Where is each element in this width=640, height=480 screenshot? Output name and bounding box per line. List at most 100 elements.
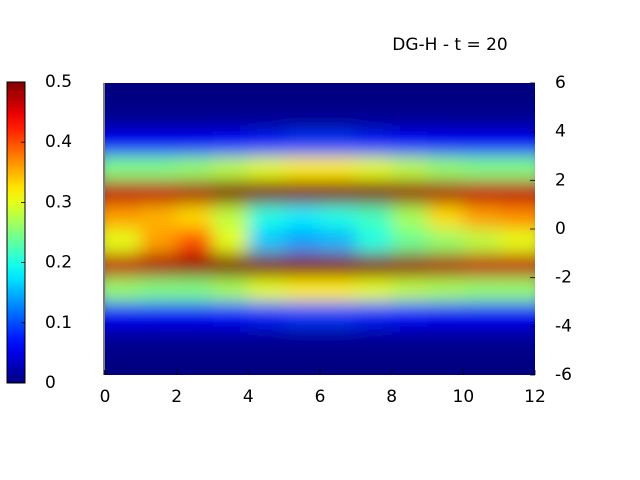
x-tick-label: 2 bbox=[171, 387, 182, 407]
heatmap-cell bbox=[105, 326, 142, 352]
heatmap-cell bbox=[355, 156, 393, 181]
heatmap-cell bbox=[176, 204, 213, 230]
heatmap-cell bbox=[427, 277, 464, 303]
heatmap-cell bbox=[105, 302, 142, 327]
heatmap-cell bbox=[427, 204, 464, 230]
heatmap-cell bbox=[499, 229, 535, 254]
heatmap-cell bbox=[463, 229, 500, 254]
heatmap-cell bbox=[176, 253, 213, 279]
heatmap-cell bbox=[427, 156, 464, 181]
heatmap-cell bbox=[248, 253, 285, 279]
heatmap-cells bbox=[105, 83, 535, 375]
heatmap-cell bbox=[427, 180, 464, 206]
heatmap-cell bbox=[284, 326, 321, 352]
heatmap-cell bbox=[284, 83, 321, 108]
heatmap-cell bbox=[499, 131, 535, 157]
heatmap-cell bbox=[499, 253, 535, 279]
heatmap-cell bbox=[176, 107, 213, 133]
heatmap-cell bbox=[140, 350, 178, 375]
chart-title: DG-H - t = 20 bbox=[392, 35, 507, 55]
heatmap-cell bbox=[427, 83, 464, 108]
heatmap-cell bbox=[212, 253, 249, 279]
heatmap-cell bbox=[499, 277, 535, 303]
heatmap-cell bbox=[176, 131, 213, 157]
heatmap-cell bbox=[212, 229, 249, 254]
heatmap-cell bbox=[499, 83, 535, 108]
heatmap-cell bbox=[284, 350, 321, 375]
heatmap-cell bbox=[355, 107, 393, 133]
heatmap-cell bbox=[140, 229, 178, 254]
heatmap-cell bbox=[320, 83, 357, 108]
y-tick-label: 6 bbox=[555, 73, 566, 93]
y-tick-label: -6 bbox=[555, 365, 572, 385]
heatmap-cell bbox=[105, 83, 142, 108]
heatmap-cell bbox=[248, 229, 285, 254]
heatmap-cell bbox=[248, 204, 285, 230]
heatmap-cell bbox=[427, 326, 464, 352]
colorbar-tick-label: 0.1 bbox=[45, 313, 72, 333]
heatmap-cell bbox=[355, 253, 393, 279]
heatmap-cell bbox=[176, 326, 213, 352]
heatmap-cell bbox=[463, 204, 500, 230]
colorbar-tick-label: 0.4 bbox=[45, 132, 72, 152]
heatmap-cell bbox=[176, 229, 213, 254]
x-tick-label: 8 bbox=[386, 387, 397, 407]
heatmap-cell bbox=[391, 302, 428, 327]
heatmap-cell bbox=[320, 253, 357, 279]
heatmap-cell bbox=[320, 326, 357, 352]
heatmap-cell bbox=[499, 180, 535, 206]
heatmap-cell bbox=[212, 107, 249, 133]
heatmap-cell bbox=[355, 229, 393, 254]
colorbar-tick-label: 0.2 bbox=[45, 253, 72, 273]
heatmap-cell bbox=[248, 350, 285, 375]
heatmap-cell bbox=[212, 156, 249, 181]
heatmap-cell bbox=[499, 156, 535, 181]
heatmap-cell bbox=[140, 131, 178, 157]
heatmap-cell bbox=[320, 107, 357, 133]
y-tick-label: 4 bbox=[555, 122, 566, 142]
heatmap-cell bbox=[427, 253, 464, 279]
heatmap-cell bbox=[212, 350, 249, 375]
heatmap-cell bbox=[355, 350, 393, 375]
heatmap-cell bbox=[248, 156, 285, 181]
heatmap-cell bbox=[248, 131, 285, 157]
y-tick-label: -4 bbox=[555, 316, 572, 336]
heatmap-cell bbox=[391, 107, 428, 133]
heatmap-cell bbox=[463, 326, 500, 352]
y-tick-label: -2 bbox=[555, 268, 572, 288]
heatmap-cell bbox=[355, 277, 393, 303]
x-tick-label: 12 bbox=[524, 387, 546, 407]
x-tick-label: 6 bbox=[315, 387, 326, 407]
heatmap-cell bbox=[320, 180, 357, 206]
heatmap-cell bbox=[212, 204, 249, 230]
heatmap-cell bbox=[212, 83, 249, 108]
heatmap-cell bbox=[248, 83, 285, 108]
colorbar-tick-label: 0.3 bbox=[45, 192, 72, 212]
heatmap-cell bbox=[248, 107, 285, 133]
heatmap-cell bbox=[463, 350, 500, 375]
heatmap-cell bbox=[105, 350, 142, 375]
heatmap-cell bbox=[105, 156, 142, 181]
heatmap-cell bbox=[320, 302, 357, 327]
heatmap-cell bbox=[391, 253, 428, 279]
heatmap-cell bbox=[391, 156, 428, 181]
heatmap-cell bbox=[140, 253, 178, 279]
heatmap-cell bbox=[212, 180, 249, 206]
heatmap-cell bbox=[140, 156, 178, 181]
heatmap-cell bbox=[212, 277, 249, 303]
heatmap-cell bbox=[463, 180, 500, 206]
heatmap-cell bbox=[284, 156, 321, 181]
heatmap-cell bbox=[140, 107, 178, 133]
heatmap-cell bbox=[284, 107, 321, 133]
heatmap-cell bbox=[284, 204, 321, 230]
heatmap-cell bbox=[463, 83, 500, 108]
heatmap-cell bbox=[140, 180, 178, 206]
x-tick-label: 4 bbox=[243, 387, 254, 407]
heatmap-cell bbox=[355, 83, 393, 108]
heatmap-cell bbox=[140, 277, 178, 303]
heatmap-cell bbox=[427, 302, 464, 327]
heatmap-cell bbox=[140, 83, 178, 108]
heatmap-cell bbox=[391, 83, 428, 108]
colorbar-tick-label: 0.5 bbox=[45, 72, 72, 92]
